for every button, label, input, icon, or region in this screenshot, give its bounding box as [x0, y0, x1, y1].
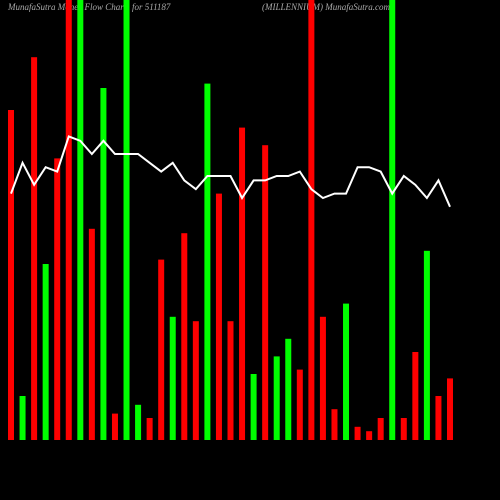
- bar: [377, 418, 384, 440]
- bar: [227, 321, 234, 440]
- bar: [215, 193, 222, 440]
- bar: [54, 158, 61, 440]
- bar: [319, 316, 326, 440]
- bar: [331, 409, 338, 440]
- bar: [135, 404, 142, 440]
- bar: [123, 0, 130, 440]
- bar: [239, 127, 246, 440]
- bar: [77, 0, 84, 440]
- bar: [435, 396, 442, 440]
- bar: [366, 431, 373, 440]
- bar: [250, 374, 257, 440]
- bar: [146, 418, 153, 440]
- bar: [181, 233, 188, 440]
- bar: [447, 378, 453, 440]
- bar: [111, 413, 118, 440]
- bar: [65, 0, 72, 440]
- bar: [400, 418, 407, 440]
- bar: [308, 0, 315, 440]
- bar: [423, 250, 430, 440]
- bar: [31, 57, 38, 440]
- bar: [169, 316, 176, 440]
- bar: [204, 83, 211, 440]
- bar: [158, 259, 165, 440]
- chart-title: MunafaSutra Money Flow Charts for 511187: [7, 2, 171, 12]
- bar: [354, 426, 361, 440]
- chart-subtitle: (MILLENNIUM) MunafaSutra.com: [262, 2, 390, 12]
- bar: [296, 369, 303, 440]
- bar: [412, 352, 419, 440]
- bar: [192, 321, 199, 440]
- bar: [285, 338, 292, 440]
- bar: [343, 303, 350, 440]
- bar: [19, 396, 26, 440]
- bar: [273, 356, 280, 440]
- bar: [262, 145, 269, 440]
- bar: [42, 264, 49, 440]
- money-flow-line: [10, 135, 451, 208]
- bar: [389, 0, 396, 440]
- bar: [88, 228, 95, 440]
- bar: [8, 110, 14, 440]
- bar: [100, 88, 107, 440]
